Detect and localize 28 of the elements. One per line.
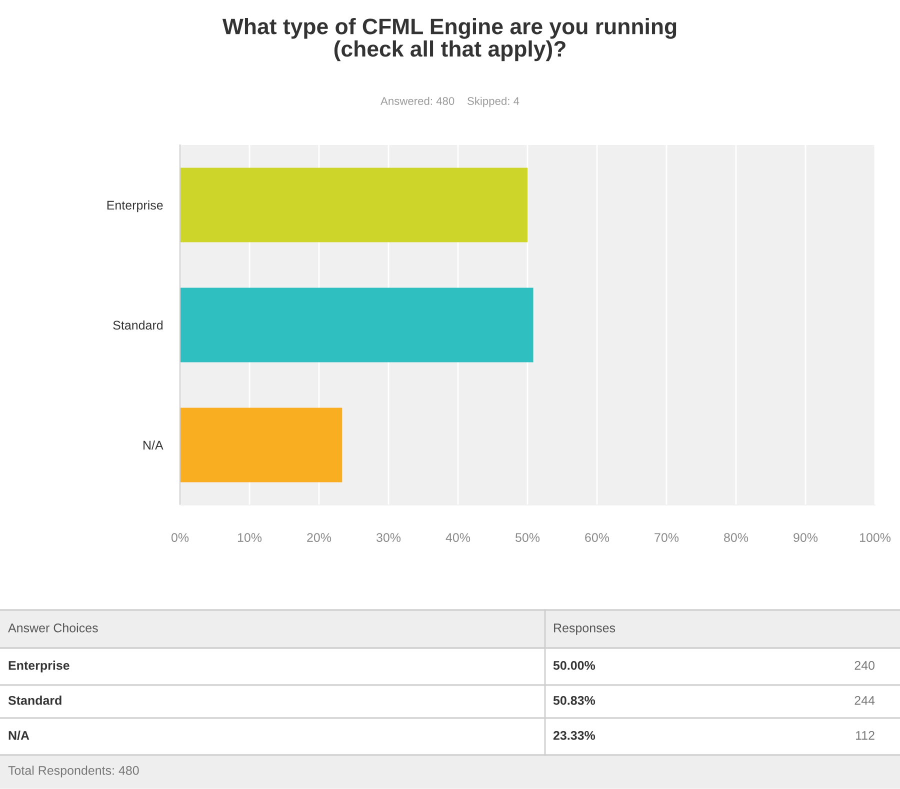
y-tick-label: Standard <box>113 320 163 330</box>
text: 50.00% <box>553 661 596 670</box>
text: Answer Choices <box>8 623 98 632</box>
text: 50.83% <box>553 696 596 705</box>
text: 244 <box>854 696 875 705</box>
text: 240 <box>854 661 875 670</box>
text: 112 <box>856 731 874 740</box>
y-tick-label: Enterprise <box>107 200 163 212</box>
x-tick-label: 0% <box>171 533 189 542</box>
x-tick-label: 30% <box>376 533 401 542</box>
x-tick-label: 10% <box>238 533 262 542</box>
x-tick-label: 90% <box>794 533 818 542</box>
x-tick-label: 80% <box>724 533 748 542</box>
chart-title: What type of CFML Engine are you running (check all that apply)? <box>222 18 676 62</box>
text: 23.33% <box>553 731 596 740</box>
x-tick-label: 70% <box>654 533 679 542</box>
x-tick-label: 20% <box>307 533 332 542</box>
text: Total Respondents: 480 <box>8 766 139 778</box>
x-tick-label: 60% <box>585 533 610 542</box>
category-label: Enterprise <box>8 660 70 672</box>
y-tick-label: N/A <box>144 440 164 450</box>
category-label: Standard <box>8 696 62 705</box>
chart-subtitle: Answered: 480 Skipped: 4 <box>380 96 520 108</box>
category-label: N/A <box>8 730 30 740</box>
text: Responses <box>554 624 616 635</box>
x-tick-label: 100% <box>860 533 891 542</box>
x-tick-label: 40% <box>446 533 470 542</box>
x-tick-label: 50% <box>515 533 540 542</box>
